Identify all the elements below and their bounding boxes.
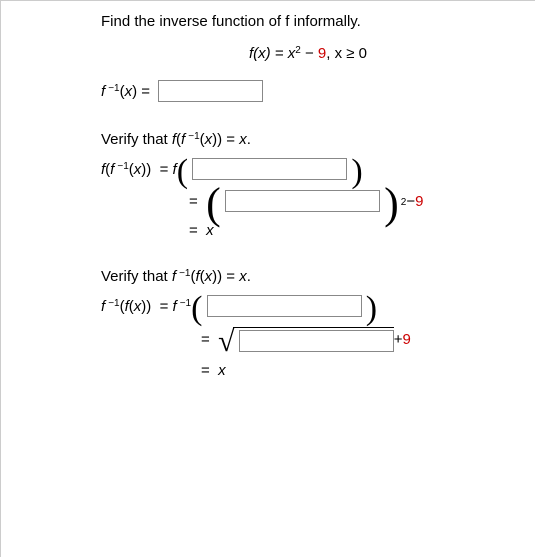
inverse-label: f −1(x) = — [101, 82, 150, 100]
v1-r2-red: 9 — [415, 193, 423, 210]
fn-exp: 2 — [295, 45, 301, 56]
v2-row3: = x — [201, 362, 515, 379]
blank-inverse[interactable] — [158, 80, 263, 102]
inverse-line: f −1(x) = — [101, 80, 515, 102]
v2-row2: = √ + 9 — [201, 327, 515, 352]
v2-r3-val: x — [218, 362, 226, 379]
v2-r1-lhs: f −1(f(x)) = — [101, 297, 173, 315]
blank-v2-r2[interactable] — [239, 330, 394, 352]
v1-r1-lhs: f(f −1(x)) = — [101, 160, 173, 178]
blank-v1-r1[interactable] — [192, 158, 347, 180]
v1-row3: = x — [189, 222, 515, 239]
v2-r2-plus: + — [394, 331, 403, 348]
v1-r2-minus: − — [406, 193, 415, 210]
blank-v2-r1[interactable] — [207, 295, 362, 317]
v2-outer-f: f −1 — [173, 297, 192, 315]
vinculum-icon — [233, 327, 394, 328]
sqrt-wrap: √ — [218, 327, 394, 352]
v1-r2-exp: 2 — [401, 197, 407, 208]
verify1-text: Verify that f(f −1(x)) = x. — [101, 130, 515, 148]
v1-r2-eq: = — [189, 193, 198, 210]
verify2-text: Verify that f −1(f(x)) = x. — [101, 267, 515, 285]
v2-r3-eq: = — [201, 362, 210, 379]
problem-page: Find the inverse function of f informall… — [0, 0, 535, 557]
v1-r3-eq: = — [189, 222, 198, 239]
v2-row1: f −1(f(x)) = f −1 ( ) — [101, 295, 515, 317]
v1-row2: = ( ) 2 − 9 — [189, 190, 515, 212]
fn-red: 9 — [318, 45, 326, 62]
v2-r2-eq: = — [201, 331, 210, 348]
fn-mid: − — [301, 45, 318, 62]
blank-v1-r2[interactable] — [225, 190, 380, 212]
given-function: f(x) = x2 − 9, x ≥ 0 — [101, 44, 515, 62]
prompt-text: Find the inverse function of f informall… — [101, 13, 515, 30]
fn-lhs: f(x) = x — [249, 45, 295, 62]
fn-tail: , x ≥ 0 — [326, 45, 367, 62]
v1-row1: f(f −1(x)) = f ( ) — [101, 158, 515, 180]
v2-r2-red: 9 — [403, 331, 411, 348]
